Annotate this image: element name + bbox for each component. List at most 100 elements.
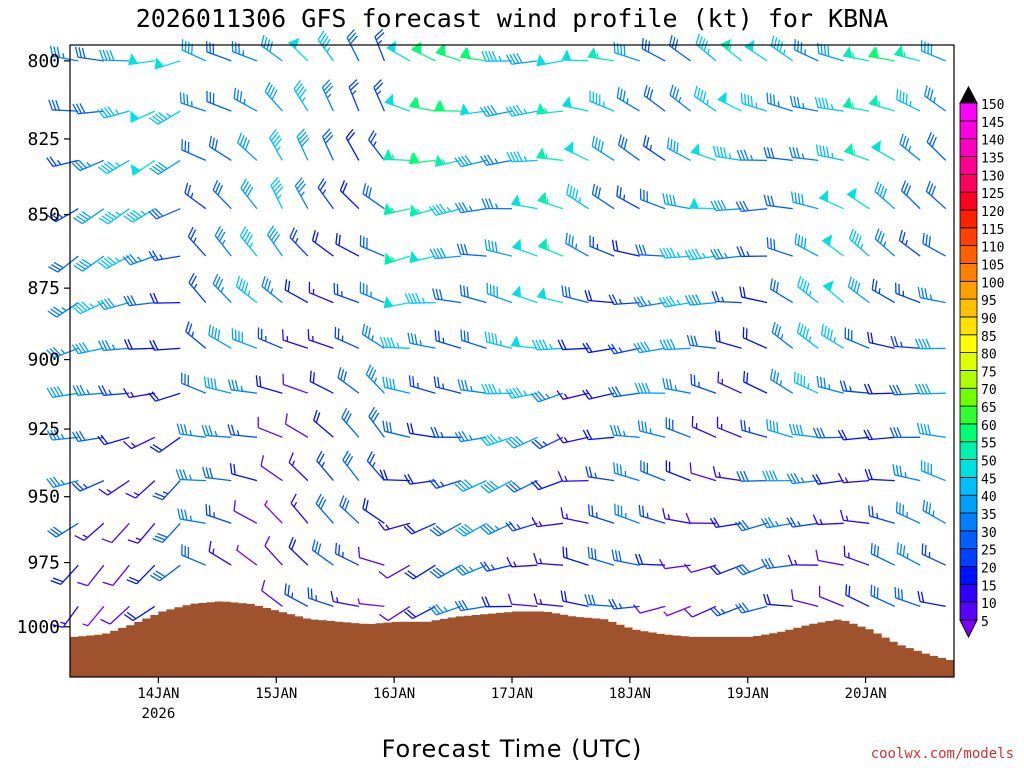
wind-barb bbox=[148, 391, 181, 402]
wind-barb bbox=[843, 142, 870, 162]
wind-barb bbox=[374, 28, 386, 62]
wind-barb bbox=[428, 203, 462, 216]
wind-barb bbox=[917, 590, 946, 608]
wind-barb bbox=[734, 519, 768, 532]
wind-barb bbox=[536, 147, 564, 162]
wind-barb bbox=[345, 128, 360, 161]
wind-barb bbox=[307, 329, 334, 349]
wind-barb bbox=[864, 468, 895, 482]
wind-barb bbox=[791, 191, 819, 210]
x-tick-label: 14JAN bbox=[137, 686, 179, 702]
wind-barb bbox=[362, 498, 385, 524]
wind-barb bbox=[403, 522, 436, 535]
wind-barb bbox=[560, 590, 589, 608]
wind-barb bbox=[284, 413, 309, 438]
wind-barb bbox=[206, 90, 232, 112]
wind-barb bbox=[585, 466, 615, 482]
wind-barb bbox=[665, 417, 691, 438]
wind-barb bbox=[479, 561, 513, 572]
wind-barb bbox=[684, 294, 717, 306]
wind-barb bbox=[227, 424, 257, 438]
wind-barb bbox=[814, 96, 844, 112]
x-axis-label: Forecast Time (UTC) bbox=[382, 735, 643, 763]
wind-barb bbox=[481, 198, 513, 210]
colorbar-label: 110 bbox=[981, 241, 1004, 256]
wind-barb bbox=[531, 436, 564, 450]
wind-barb bbox=[261, 580, 283, 607]
wind-barb bbox=[815, 144, 844, 162]
wind-barb bbox=[898, 229, 921, 257]
wind-barb bbox=[531, 516, 564, 528]
wind-barb bbox=[633, 296, 666, 308]
wind-barb bbox=[313, 410, 334, 438]
wind-barb bbox=[97, 339, 130, 352]
wind-barb bbox=[820, 324, 845, 349]
wind-barb bbox=[613, 41, 640, 62]
wind-barb bbox=[317, 30, 334, 62]
wind-barb bbox=[481, 596, 513, 608]
wind-barb bbox=[712, 466, 742, 482]
wind-barb bbox=[659, 339, 691, 351]
wind-barb bbox=[339, 180, 360, 210]
wind-barb bbox=[407, 332, 436, 349]
wind-barb bbox=[591, 183, 615, 210]
wind-barb bbox=[710, 199, 742, 212]
wind-barb bbox=[642, 135, 666, 161]
wind-barb bbox=[408, 96, 436, 112]
colorbar-label: 10 bbox=[981, 597, 997, 612]
wind-barb bbox=[817, 42, 844, 62]
wind-barb bbox=[82, 605, 105, 627]
wind-barb bbox=[459, 284, 487, 304]
colorbar-swatch bbox=[959, 583, 978, 603]
wind-barb bbox=[556, 390, 589, 400]
wind-barb bbox=[870, 543, 895, 566]
wind-barb bbox=[611, 239, 640, 257]
wind-barb bbox=[638, 504, 666, 524]
colorbar-label: 95 bbox=[981, 294, 997, 309]
wind-barb bbox=[533, 552, 564, 566]
wind-barb bbox=[639, 188, 666, 210]
wind-barb bbox=[73, 208, 105, 225]
colorbar-label: 75 bbox=[981, 365, 997, 380]
wind-barb bbox=[188, 272, 207, 304]
wind-barb bbox=[308, 281, 334, 304]
wind-barb bbox=[208, 135, 232, 161]
wind-barb bbox=[335, 233, 360, 257]
wind-barb bbox=[284, 583, 309, 607]
wind-barb bbox=[914, 338, 946, 350]
colorbar-swatch bbox=[959, 102, 978, 122]
wind-barb bbox=[614, 503, 640, 524]
colorbar-label: 15 bbox=[981, 579, 997, 594]
wind-barb bbox=[510, 194, 538, 210]
wind-barb bbox=[868, 46, 895, 62]
colorbar-label: 30 bbox=[981, 526, 997, 541]
wind-barb bbox=[480, 154, 513, 166]
wind-barb bbox=[561, 285, 589, 304]
wind-barb bbox=[281, 329, 309, 349]
wind-barb bbox=[288, 452, 309, 482]
wind-barb bbox=[214, 226, 232, 257]
wind-barb bbox=[237, 132, 258, 161]
wind-barb bbox=[409, 204, 436, 217]
colorbar-swatch bbox=[959, 138, 978, 157]
wind-barb bbox=[98, 208, 130, 225]
colorbar-label: 125 bbox=[981, 187, 1004, 202]
wind-barb bbox=[307, 587, 334, 608]
wind-barb bbox=[816, 375, 844, 394]
wind-barb bbox=[263, 500, 283, 524]
wind-barb bbox=[227, 379, 257, 394]
wind-barb bbox=[837, 472, 870, 484]
y-tick-label: 975 bbox=[27, 553, 60, 574]
wind-barb bbox=[311, 230, 334, 257]
wind-barb bbox=[97, 255, 130, 270]
wind-barb bbox=[71, 159, 105, 172]
colorbar-swatch bbox=[959, 476, 978, 496]
wind-barb bbox=[669, 84, 691, 112]
wind-barb bbox=[480, 480, 513, 494]
wind-barb bbox=[123, 605, 156, 622]
wind-barb bbox=[206, 41, 232, 62]
x-tick-label: 20JAN bbox=[845, 686, 887, 702]
wind-barb bbox=[506, 556, 538, 568]
wind-barb bbox=[378, 564, 411, 579]
wind-barb bbox=[46, 386, 79, 398]
